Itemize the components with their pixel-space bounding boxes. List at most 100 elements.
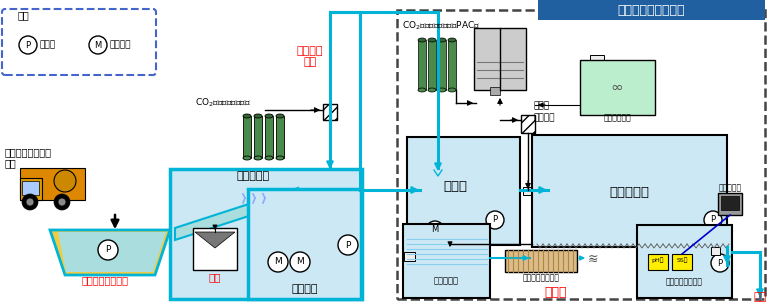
Circle shape [268, 252, 288, 272]
Text: M: M [296, 257, 304, 267]
Text: P: P [105, 246, 111, 254]
Circle shape [26, 198, 34, 206]
Circle shape [19, 36, 37, 54]
Bar [243, 116, 251, 158]
Bar [403, 224, 490, 298]
Text: P: P [345, 240, 351, 250]
Text: 散水・洗浄: 散水・洗浄 [236, 171, 270, 181]
Circle shape [89, 36, 107, 54]
Text: 投入: 投入 [5, 158, 17, 168]
Ellipse shape [243, 156, 251, 160]
Text: 処理土: 処理土 [544, 286, 568, 299]
Text: 原水槽: 原水槽 [443, 180, 467, 193]
Ellipse shape [428, 88, 436, 92]
Text: フィルタープレス: フィルタープレス [522, 273, 560, 282]
Text: P: P [717, 258, 723, 268]
FancyBboxPatch shape [2, 9, 156, 75]
Text: M: M [95, 40, 102, 50]
Bar [505, 250, 577, 272]
Text: 水質監視・放流槽: 水質監視・放流槽 [665, 277, 703, 286]
Text: P: P [711, 216, 716, 224]
Text: 前処理槽: 前処理槽 [291, 284, 318, 294]
Polygon shape [195, 232, 235, 248]
Bar [254, 116, 262, 158]
Ellipse shape [265, 114, 273, 118]
Text: ポンプ: ポンプ [40, 40, 56, 50]
Bar [521, 115, 535, 133]
Bar [580, 60, 655, 115]
Ellipse shape [438, 88, 446, 92]
Bar [323, 104, 337, 120]
Bar [490, 87, 500, 95]
Ellipse shape [438, 38, 446, 42]
Bar [418, 40, 426, 90]
Text: M: M [431, 226, 438, 234]
Bar [672, 254, 692, 270]
Text: スラリー槽: スラリー槽 [434, 276, 458, 285]
Ellipse shape [276, 156, 284, 160]
Text: M: M [274, 257, 282, 267]
Bar [590, 55, 604, 65]
Bar [438, 40, 446, 90]
Bar [248, 189, 361, 299]
Text: ライン: ライン [534, 101, 550, 110]
Polygon shape [175, 188, 298, 240]
Ellipse shape [448, 38, 456, 42]
Text: P: P [25, 40, 31, 50]
Bar [193, 228, 237, 270]
Bar [523, 187, 533, 195]
Text: 既存　濁水処理装置: 既存 濁水処理装置 [618, 4, 685, 16]
Text: 残コン・戻りコン: 残コン・戻りコン [5, 147, 52, 157]
Bar [532, 135, 727, 247]
Text: 凝集沈殿槽: 凝集沈殿槽 [609, 186, 649, 199]
Ellipse shape [243, 114, 251, 118]
Circle shape [338, 235, 358, 255]
Polygon shape [50, 230, 170, 275]
Bar [265, 116, 273, 158]
Text: スパイラル分級機: スパイラル分級機 [82, 275, 128, 285]
Ellipse shape [428, 38, 436, 42]
Bar [711, 247, 720, 255]
Text: 水質監視盤: 水質監視盤 [718, 183, 741, 192]
Circle shape [98, 240, 118, 260]
Ellipse shape [276, 114, 284, 118]
Ellipse shape [418, 38, 426, 42]
Bar [538, 0, 765, 20]
Ellipse shape [254, 156, 262, 160]
Text: 装置: 装置 [304, 57, 317, 67]
Bar [721, 196, 739, 210]
Text: ミキサー: ミキサー [534, 113, 555, 122]
Circle shape [486, 211, 504, 229]
Text: CO$_2$（液化炭酸ガス）: CO$_2$（液化炭酸ガス） [195, 97, 251, 109]
Circle shape [58, 198, 66, 206]
Text: ≋: ≋ [588, 253, 598, 265]
Text: CO$_2$（液化炭酸ガス）PAC槽: CO$_2$（液化炭酸ガス）PAC槽 [402, 19, 481, 32]
Bar [397, 10, 765, 299]
Bar [718, 193, 742, 215]
Text: 骨材: 骨材 [208, 272, 221, 282]
Circle shape [426, 221, 444, 239]
Ellipse shape [418, 88, 426, 92]
Bar [637, 225, 732, 298]
Bar [648, 254, 668, 270]
Bar [20, 168, 85, 200]
Circle shape [711, 254, 729, 272]
Text: pH計: pH計 [652, 257, 664, 263]
Circle shape [704, 211, 722, 229]
Text: ミキサー: ミキサー [110, 40, 131, 50]
Ellipse shape [54, 170, 76, 192]
Bar [448, 40, 456, 90]
Bar [170, 169, 362, 299]
Circle shape [290, 252, 310, 272]
Bar [22, 181, 39, 195]
Ellipse shape [254, 114, 262, 118]
Text: 特殊混合: 特殊混合 [297, 46, 323, 56]
Polygon shape [58, 232, 166, 272]
Text: 放流: 放流 [754, 292, 767, 302]
Text: ∞: ∞ [611, 80, 624, 95]
Ellipse shape [448, 88, 456, 92]
Bar [276, 116, 284, 158]
Bar [407, 137, 520, 245]
Text: 高分子溶解槽: 高分子溶解槽 [603, 113, 631, 122]
Text: 凡例: 凡例 [18, 10, 30, 20]
